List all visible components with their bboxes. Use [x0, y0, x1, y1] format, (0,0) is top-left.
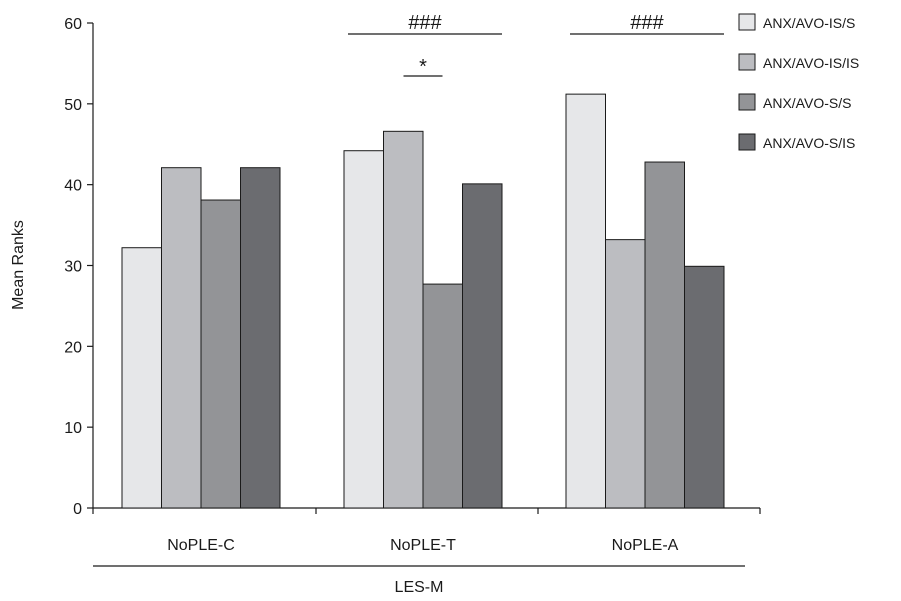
bar — [684, 265, 725, 509]
x-tick-label: NoPLE-T — [390, 537, 456, 554]
bar — [605, 239, 646, 509]
legend-swatch — [738, 13, 756, 31]
legend-label: ANX/AVO-S/IS — [763, 135, 855, 151]
legend-label: ANX/AVO-S/S — [763, 95, 851, 111]
significance-marker: ### — [630, 12, 664, 34]
bar — [240, 167, 281, 509]
y-axis-label: Mean Ranks — [10, 220, 27, 310]
bar — [565, 93, 606, 509]
x-axis: NoPLE-C NoPLE-T NoPLE-A — [92, 507, 761, 567]
y-tick-label: 60 — [64, 16, 82, 33]
bar — [462, 183, 503, 509]
bar — [343, 150, 384, 509]
x-tick-label: NoPLE-C — [167, 537, 235, 554]
bar — [383, 130, 424, 509]
bar — [121, 247, 162, 509]
significance-marker: ### — [408, 12, 442, 34]
legend-label: ANX/AVO-IS/S — [763, 15, 855, 31]
y-tick-label: 10 — [64, 420, 82, 437]
y-tick-label: 50 — [64, 97, 82, 114]
y-tick-label: 30 — [64, 259, 82, 276]
legend-swatch — [738, 53, 756, 71]
x-tick-label: NoPLE-A — [612, 537, 679, 554]
y-tick-label: 40 — [64, 178, 82, 195]
bar — [200, 199, 241, 509]
bar — [644, 161, 685, 509]
legend: ANX/AVO-IS/S ANX/AVO-IS/IS ANX/AVO-S/S ANX/… — [738, 13, 859, 151]
x-axis-label: LES-M — [395, 579, 444, 596]
significance-annotations: ### * ### — [348, 12, 724, 78]
bar — [422, 283, 463, 509]
bars — [121, 93, 725, 509]
significance-marker: * — [419, 56, 427, 78]
bar — [161, 167, 202, 509]
legend-swatch — [738, 133, 756, 151]
legend-label: ANX/AVO-IS/IS — [763, 55, 859, 71]
legend-swatch — [738, 93, 756, 111]
y-axis: 0 10 20 30 40 50 60 — [64, 16, 94, 518]
y-tick-label: 20 — [64, 339, 82, 356]
y-tick-label: 0 — [73, 501, 82, 518]
